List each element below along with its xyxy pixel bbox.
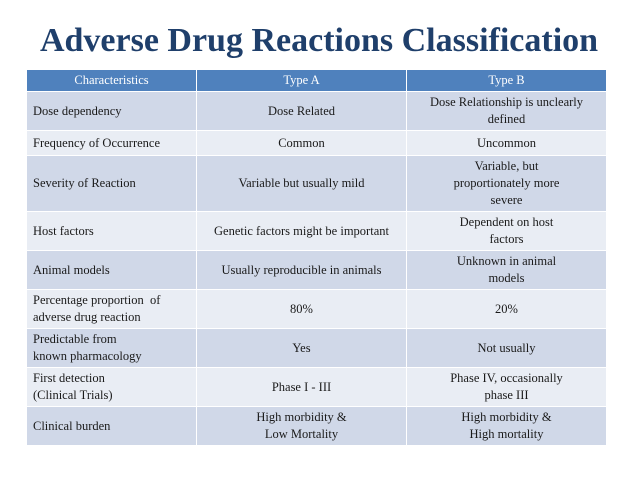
table-row: Predictable from known pharmacology Yes N… [26,328,607,368]
cell-line: defined [487,112,526,126]
header-type-a: Type A [196,69,407,92]
table-row: Percentage proportion of adverse drug rea… [26,289,607,329]
cell-line: High mortality [469,427,544,441]
row-type-a: Variable but usually mild [196,155,407,212]
row-characteristic: First detection (Clinical Trials) [26,367,197,407]
cell-line: High morbidity & [256,410,347,424]
cell-line: High morbidity & [461,410,552,424]
cell-line: Not usually [477,340,536,355]
row-type-b: Uncommon [406,130,607,156]
row-type-b: Variable, but proportionately more severe [406,155,607,212]
header-characteristics: Characteristics [26,69,197,92]
row-type-a: Genetic factors might be important [196,211,407,251]
row-characteristic: Predictable from known pharmacology [26,328,197,368]
cell-line: (Clinical Trials) [33,388,113,402]
cell-line: Low Mortality [264,427,339,441]
row-characteristic: Clinical burden [26,406,197,446]
cell-line: Genetic factors might be important [214,223,389,238]
cell-line: Dependent on host [459,215,554,229]
cell-line: phase III [484,388,529,402]
row-type-b: High morbidity & High mortality [406,406,607,446]
cell-line: Host factors [33,223,94,238]
cell-line: Dose dependency [33,103,122,118]
cell-line: known pharmacology [33,349,142,363]
row-type-a: Yes [196,328,407,368]
header-type-b: Type B [406,69,607,92]
cell-line: Common [278,135,325,150]
cell-line: Dose Relationship is unclearly [429,95,584,109]
table-row: Animal models Usually reproducible in an… [26,250,607,290]
table-row: Dose dependency Dose Related Dose Relati… [26,91,607,131]
row-type-b: Unknown in animal models [406,250,607,290]
table-row: Host factors Genetic factors might be im… [26,211,607,251]
row-characteristic: Severity of Reaction [26,155,197,212]
cell-line: Dose Related [268,103,335,118]
row-type-a: Usually reproducible in animals [196,250,407,290]
classification-table: Characteristics Type A Type B Dose depen… [26,69,607,446]
table-row: Frequency of Occurrence Common Uncommon [26,130,607,156]
cell-line: factors [489,232,524,246]
cell-line: Usually reproducible in animals [221,262,382,277]
row-type-b: Not usually [406,328,607,368]
cell-line: Phase IV, occasionally [450,371,563,385]
cell-line: Predictable from [33,332,117,346]
table-row: Severity of Reaction Variable but usuall… [26,155,607,212]
cell-line: adverse drug reaction [33,310,141,324]
row-type-a: Dose Related [196,91,407,131]
cell-line: Variable but usually mild [238,176,365,190]
page-title: Adverse Drug Reactions Classification [39,22,599,59]
cell-line: Variable, but [474,159,539,173]
row-characteristic: Host factors [26,211,197,251]
row-type-b: 20% [406,289,607,329]
cell-line: proportionately more [453,176,560,190]
row-characteristic: Dose dependency [26,91,197,131]
row-type-a: Phase I - III [196,367,407,407]
row-type-b: Phase IV, occasionally phase III [406,367,607,407]
row-characteristic: Percentage proportion of adverse drug rea… [26,289,197,329]
table-header-row: Characteristics Type A Type B [26,69,607,92]
cell-line: severe [490,193,523,207]
row-characteristic: Frequency of Occurrence [26,130,197,156]
row-characteristic: Animal models [26,250,197,290]
cell-line: Animal models [33,262,110,277]
cell-line: Percentage proportion of [33,293,161,307]
cell-line: First detection [33,371,105,385]
cell-line: Severity of Reaction [33,176,136,190]
row-type-a: High morbidity & Low Mortality [196,406,407,446]
row-type-a: 80% [196,289,407,329]
cell-line: 80% [290,301,313,316]
row-type-b: Dependent on host factors [406,211,607,251]
cell-line: models [488,271,525,285]
row-type-b: Dose Relationship is unclearly defined [406,91,607,131]
row-type-a: Common [196,130,407,156]
cell-line: Unknown in animal [456,254,557,268]
cell-line: Yes [292,340,311,355]
cell-line: Frequency of Occurrence [33,135,161,150]
cell-line: 20% [495,301,518,316]
table-row: Clinical burden High morbidity & Low Mort… [26,406,607,446]
table-row: First detection (Clinical Trials) Phase I… [26,367,607,407]
cell-line: Clinical burden [33,418,111,433]
cell-line: Phase I - III [271,379,332,394]
cell-line: Uncommon [476,135,537,150]
